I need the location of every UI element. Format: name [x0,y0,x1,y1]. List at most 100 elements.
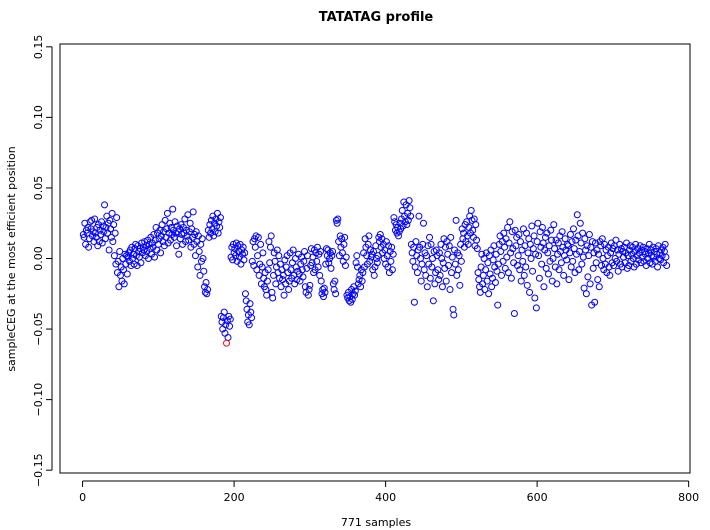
point [90,238,98,246]
point [334,215,342,223]
point [436,271,444,279]
point [435,276,443,284]
point [427,240,435,248]
point [591,298,599,306]
point [550,221,558,229]
point [639,243,647,251]
point [202,278,210,286]
point [289,246,297,254]
chart-title: TATATAG profile [319,10,434,25]
point [551,245,559,253]
x-tick-label: 0 [79,491,86,504]
point [431,280,439,288]
point [404,216,412,224]
point [333,219,341,227]
point [475,276,483,284]
point [258,263,266,271]
point [305,286,313,294]
point [205,233,213,241]
point [306,281,314,289]
point [538,260,546,268]
point [497,247,505,255]
point [266,243,274,251]
point [560,271,568,279]
point [245,321,253,329]
point [445,242,453,250]
point [390,214,398,222]
point [248,257,256,265]
point [171,218,179,226]
point [157,249,165,257]
point [612,236,620,244]
point [403,221,411,229]
point [554,239,562,247]
point [194,263,202,271]
point [584,273,592,281]
point [389,250,397,258]
point [504,269,512,277]
point [576,219,584,227]
point [406,204,414,212]
point [353,252,361,260]
point [452,216,460,224]
point [478,250,486,258]
point [498,271,506,279]
point [585,252,593,260]
point [473,245,481,253]
point [365,232,373,240]
point [586,280,594,288]
point [447,233,455,241]
point [338,249,346,257]
point [456,281,464,289]
point [494,301,502,309]
point [109,238,117,246]
point [528,222,536,230]
y-tick-label: 0.00 [32,246,45,271]
point [565,276,573,284]
point [101,201,109,209]
point [111,229,119,237]
y-axis-label: sampleCEG at the most efficient position [5,146,18,371]
point [549,255,557,262]
point [269,294,277,302]
point [240,256,248,264]
point [85,243,93,251]
point [448,269,456,277]
point [223,339,231,347]
point [376,231,384,239]
point [568,238,576,246]
point [544,270,552,278]
point [226,322,234,330]
point [272,280,280,288]
point [163,209,171,217]
point [151,253,159,261]
point [257,240,265,248]
y-tick-label: −0.05 [32,312,45,346]
point [503,253,511,261]
point [547,226,555,234]
point [248,314,256,322]
point [100,228,108,236]
point [526,288,534,296]
point [199,255,207,262]
point [115,283,123,291]
x-axis-label: 771 samples [341,516,411,529]
point [388,243,396,251]
point [281,256,289,264]
point [263,291,271,299]
point [598,262,606,270]
point [226,315,234,323]
point [582,246,590,254]
point [399,222,407,230]
point [246,300,254,308]
point [192,228,200,236]
point [314,263,322,271]
point [632,260,640,268]
y-tick-label: −0.15 [32,453,45,487]
point [323,245,331,253]
x-tick-label: 800 [678,491,699,504]
point [555,266,563,274]
point [569,225,577,233]
point [196,271,204,279]
point [448,253,456,261]
